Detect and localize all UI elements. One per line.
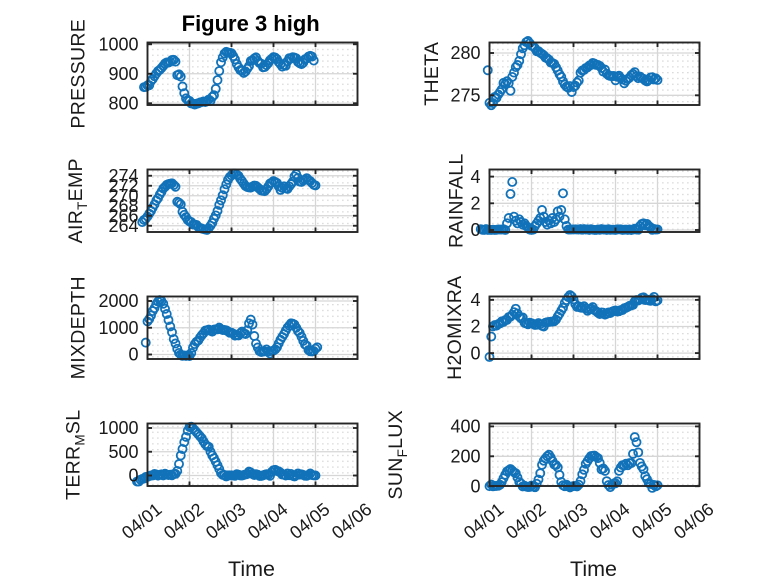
svg-text:MIXDEPTH: MIXDEPTH bbox=[68, 276, 90, 379]
svg-text:2: 2 bbox=[470, 194, 480, 214]
svg-text:4: 4 bbox=[470, 290, 480, 310]
svg-text:266: 266 bbox=[108, 206, 138, 226]
svg-text:2000: 2000 bbox=[98, 291, 138, 311]
svg-text:SUNF​LUX: SUNF​LUX bbox=[385, 410, 410, 499]
svg-text:0: 0 bbox=[128, 466, 138, 486]
svg-text:0: 0 bbox=[470, 220, 480, 240]
svg-text:1000: 1000 bbox=[98, 34, 138, 54]
svg-text:500: 500 bbox=[108, 442, 138, 462]
svg-text:1000: 1000 bbox=[98, 418, 138, 438]
svg-text:200: 200 bbox=[450, 447, 480, 467]
svg-text:Time: Time bbox=[570, 557, 617, 581]
svg-text:268: 268 bbox=[108, 196, 138, 216]
svg-text:2: 2 bbox=[470, 317, 480, 337]
svg-text:THETA: THETA bbox=[421, 42, 443, 106]
svg-text:280: 280 bbox=[450, 43, 480, 63]
svg-text:H2OMIXRA: H2OMIXRA bbox=[444, 276, 466, 380]
svg-text:275: 275 bbox=[450, 86, 480, 106]
svg-text:Figure 3 high: Figure 3 high bbox=[182, 11, 320, 36]
svg-text:400: 400 bbox=[450, 417, 480, 437]
svg-text:270: 270 bbox=[108, 186, 138, 206]
svg-text:TERRM​SL: TERRM​SL bbox=[63, 410, 88, 500]
svg-text:Time: Time bbox=[228, 557, 275, 581]
svg-text:4: 4 bbox=[470, 167, 480, 187]
svg-text:0: 0 bbox=[128, 345, 138, 365]
svg-text:800: 800 bbox=[108, 93, 138, 113]
svg-text:1000: 1000 bbox=[98, 318, 138, 338]
svg-text:PRESSURE: PRESSURE bbox=[68, 19, 90, 129]
svg-text:274: 274 bbox=[108, 166, 138, 186]
svg-text:AIRT​EMP: AIRT​EMP bbox=[65, 158, 90, 243]
svg-text:RAINFALL: RAINFALL bbox=[446, 153, 468, 248]
svg-text:272: 272 bbox=[108, 176, 138, 196]
svg-text:264: 264 bbox=[108, 216, 138, 236]
svg-text:900: 900 bbox=[108, 64, 138, 84]
svg-text:0: 0 bbox=[470, 476, 480, 496]
svg-text:0: 0 bbox=[470, 343, 480, 363]
